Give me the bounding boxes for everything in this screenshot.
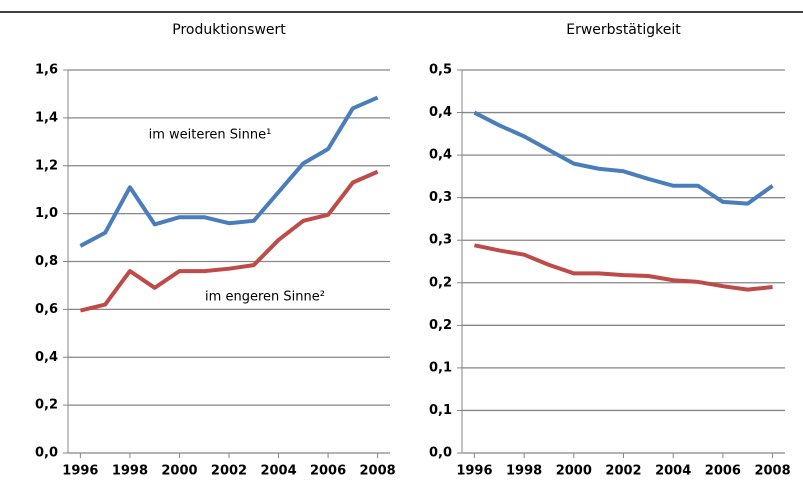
y-tick-label: 1,4	[35, 110, 58, 125]
x-tick-label: 2000	[556, 464, 592, 479]
y-tick-label: 0,3	[429, 233, 452, 248]
series-line	[474, 243, 773, 292]
y-tick-label: 0,4	[35, 350, 58, 365]
x-tick-label: 1998	[506, 464, 542, 479]
x-tick-label: 2008	[754, 464, 790, 479]
y-tick-label: 0,0	[429, 446, 452, 461]
series-line	[79, 169, 379, 313]
x-tick-label: 2008	[360, 464, 396, 479]
y-tick-label: 0,8	[35, 254, 58, 269]
y-tick-label: 0,3	[429, 190, 452, 205]
y-tick-label: 0,4	[429, 148, 452, 163]
series-line	[473, 110, 774, 206]
chart-title: Produktionswert	[172, 22, 286, 38]
y-tick-label: 0,1	[429, 403, 452, 418]
x-tick-label: 2002	[605, 464, 641, 479]
y-tick-label: 0,5	[429, 63, 452, 78]
series-label: im weiteren Sinne¹	[149, 128, 272, 143]
series-label: im engeren Sinne²	[205, 290, 325, 305]
y-tick-label: 0,2	[35, 398, 58, 413]
series-line	[79, 95, 379, 248]
y-tick-label: 0,0	[35, 446, 58, 461]
x-tick-label: 2004	[260, 464, 296, 479]
y-tick-label: 0,4	[429, 105, 452, 120]
x-tick-label: 1996	[62, 464, 98, 479]
y-tick-label: 1,6	[35, 63, 58, 78]
x-tick-label: 2006	[310, 464, 346, 479]
y-tick-label: 1,2	[35, 158, 58, 173]
y-tick-label: 0,2	[429, 318, 452, 333]
x-tick-label: 2002	[211, 464, 247, 479]
x-tick-label: 1996	[456, 464, 492, 479]
y-tick-label: 0,2	[429, 275, 452, 290]
x-tick-label: 2006	[705, 464, 741, 479]
x-tick-label: 1998	[112, 464, 148, 479]
chart-title: Erwerbstätigkeit	[566, 22, 681, 38]
y-tick-label: 0,6	[35, 302, 58, 317]
x-tick-label: 2004	[655, 464, 691, 479]
y-tick-label: 0,1	[429, 360, 452, 375]
y-tick-label: 1,0	[35, 206, 58, 221]
x-tick-label: 2000	[161, 464, 197, 479]
